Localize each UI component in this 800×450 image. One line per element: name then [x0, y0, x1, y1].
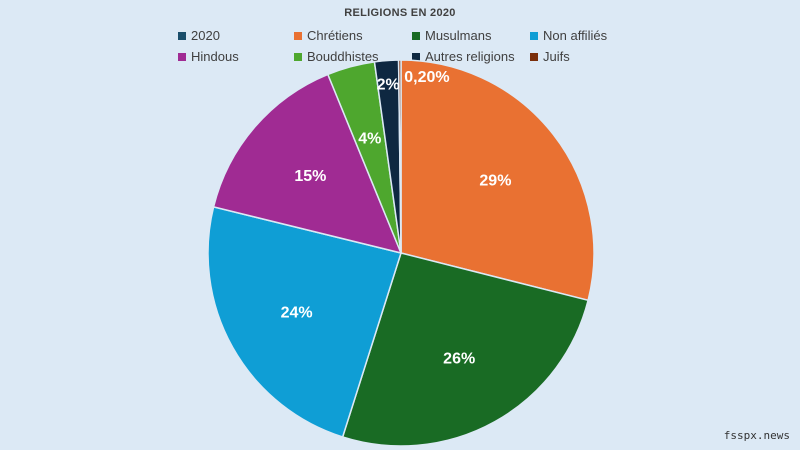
legend-swatch-musulmans — [412, 31, 420, 40]
legend-label-chretiens: Chrétiens — [307, 28, 363, 43]
legend-label-hindous: Hindous — [191, 49, 239, 64]
legend-label-autres: Autres religions — [425, 49, 515, 64]
legend-item-bouddhistes: Bouddhistes — [294, 49, 412, 64]
slice-label-5: 2% — [377, 77, 400, 94]
legend-label-juifs: Juifs — [543, 49, 570, 64]
legend-title-label: 2020 — [191, 28, 220, 43]
legend-item-hindous: Hindous — [178, 49, 294, 64]
legend-swatch-autres — [412, 52, 420, 61]
chart-title: RELIGIONS EN 2020 — [344, 7, 456, 19]
legend-swatch-chretiens — [294, 31, 302, 40]
legend-swatch-non-affilies — [530, 31, 538, 40]
watermark: fsspx.news — [723, 429, 790, 442]
pie-slice-1 — [341, 252, 590, 447]
slice-label-4: 4% — [358, 130, 381, 147]
slice-label-2: 24% — [281, 305, 313, 322]
legend-item-musulmans: Musulmans — [412, 28, 530, 43]
pie-slice-6 — [397, 59, 402, 254]
slice-label-1: 26% — [443, 351, 475, 368]
legend-swatch-hindous — [178, 52, 186, 61]
legend-label-musulmans: Musulmans — [425, 28, 492, 43]
legend-item-chretiens: Chrétiens — [294, 28, 412, 43]
legend-label-bouddhistes: Bouddhistes — [307, 49, 379, 64]
pie-slice-2 — [207, 205, 402, 438]
legend-label-non-affilies: Non affiliés — [543, 28, 608, 43]
legend: 2020 Chrétiens Musulmans Non affiliés Hi… — [178, 28, 648, 64]
pie-slice-3 — [212, 73, 403, 255]
slice-label-6: 0,20% — [404, 69, 449, 86]
legend-swatch-bouddhistes — [294, 52, 302, 61]
legend-item-title: 2020 — [178, 28, 294, 43]
slice-label-3: 15% — [294, 168, 326, 185]
slice-label-0: 29% — [479, 172, 511, 189]
legend-swatch-title — [178, 31, 186, 40]
legend-swatch-juifs — [530, 52, 538, 61]
legend-item-non-affilies: Non affiliés — [530, 28, 648, 43]
legend-item-autres: Autres religions — [412, 49, 530, 64]
pie-slice-0 — [400, 59, 595, 302]
legend-item-juifs: Juifs — [530, 49, 648, 64]
